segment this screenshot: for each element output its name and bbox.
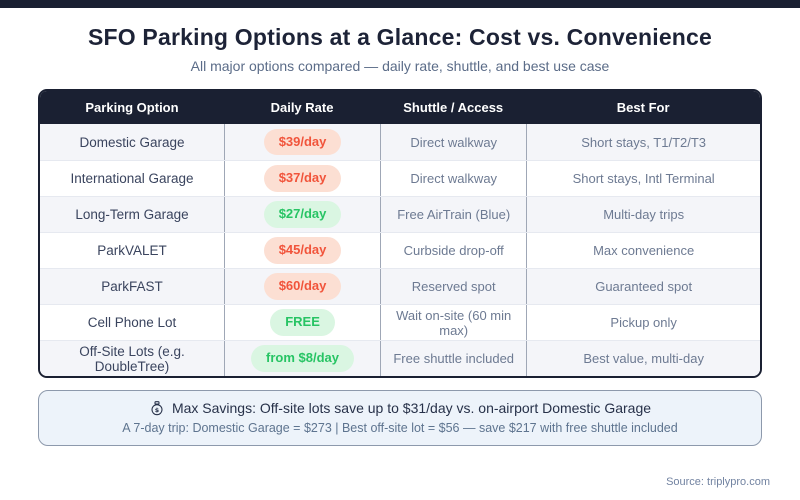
savings-summary-box: $ Max Savings: Off-site lots save up to … (38, 390, 762, 446)
table-header-row: Parking Option Daily Rate Shuttle / Acce… (40, 91, 760, 124)
rate-pill: from $8/day (251, 345, 355, 372)
page-title: SFO Parking Options at a Glance: Cost vs… (87, 24, 713, 50)
table-row: Long-Term Garage $27/day Free AirTrain (… (40, 196, 760, 232)
cell-shuttle-access: Direct walkway (380, 161, 526, 196)
table-row: Cell Phone Lot FREE Wait on-site (60 min… (40, 304, 760, 340)
column-header-daily-rate: Daily Rate (270, 100, 334, 115)
cell-best-for: Pickup only (526, 305, 760, 340)
cell-best-for: Best value, multi-day (526, 341, 760, 376)
cell-parking-option: Cell Phone Lot (87, 315, 177, 330)
svg-text:$: $ (155, 407, 159, 414)
cell-daily-rate: $45/day (223, 233, 380, 268)
cell-parking-option: ParkFAST (101, 279, 163, 294)
cell-parking-option: ParkVALET (97, 243, 167, 258)
page-subtitle: All major options compared — daily rate,… (190, 58, 610, 74)
cell-shuttle-access: Free shuttle included (380, 341, 526, 376)
cell-parking-option: Long-Term Garage (75, 207, 189, 222)
cell-shuttle-access: Free AirTrain (Blue) (380, 197, 526, 232)
savings-headline: $ Max Savings: Off-site lots save up to … (49, 400, 751, 416)
cell-daily-rate: $27/day (223, 197, 380, 232)
cell-shuttle-access: Curbside drop-off (380, 233, 526, 268)
table-row: International Garage $37/day Direct walk… (40, 160, 760, 196)
rate-pill: $27/day (263, 201, 342, 228)
rate-pill: $45/day (263, 237, 342, 264)
cell-shuttle-access: Reserved spot (380, 269, 526, 304)
rate-pill: $39/day (263, 128, 342, 156)
table-row: Off-Site Lots (e.g. DoubleTree) from $8/… (40, 340, 760, 376)
top-accent-bar (0, 0, 800, 8)
table-row: ParkVALET $45/day Curbside drop-off Max … (40, 232, 760, 268)
rate-pill: FREE (270, 309, 335, 336)
table-row: Domestic Garage $39/day Direct walkway S… (40, 124, 760, 160)
cell-best-for: Multi-day trips (526, 197, 760, 232)
cell-daily-rate: $60/day (223, 269, 380, 304)
cell-shuttle-access: Direct walkway (380, 124, 526, 160)
column-header-shuttle-access: Shuttle / Access (403, 100, 504, 115)
cell-parking-option: Domestic Garage (79, 134, 185, 150)
cell-daily-rate: $39/day (223, 124, 380, 160)
cell-best-for: Short stays, T1/T2/T3 (526, 124, 760, 160)
column-header-parking-option: Parking Option (85, 100, 179, 115)
table-body: Domestic Garage $39/day Direct walkway S… (40, 124, 760, 376)
column-header-best-for: Best For (616, 100, 670, 115)
rate-pill: $60/day (263, 273, 342, 300)
cell-daily-rate: FREE (223, 305, 380, 340)
cell-parking-option: Off-Site Lots (e.g. DoubleTree) (79, 343, 185, 374)
cell-daily-rate: $37/day (223, 161, 380, 196)
source-attribution: Source: triplypro.com (666, 476, 770, 488)
savings-headline-text: Max Savings: Off-site lots save up to $3… (171, 400, 652, 416)
table-row: ParkFAST $60/day Reserved spot Guarantee… (40, 268, 760, 304)
savings-detail-text: A 7-day trip: Domestic Garage = $273 | B… (122, 421, 678, 435)
cell-parking-option: International Garage (70, 171, 194, 186)
cell-best-for: Guaranteed spot (526, 269, 760, 304)
cell-daily-rate: from $8/day (223, 341, 380, 376)
cell-shuttle-access: Wait on-site (60 min max) (380, 305, 526, 340)
cell-best-for: Short stays, Intl Terminal (526, 161, 760, 196)
money-bag-icon: $ (149, 400, 165, 416)
parking-comparison-table: Parking Option Daily Rate Shuttle / Acce… (38, 89, 762, 378)
cell-best-for: Max convenience (526, 233, 760, 268)
rate-pill: $37/day (263, 165, 342, 192)
